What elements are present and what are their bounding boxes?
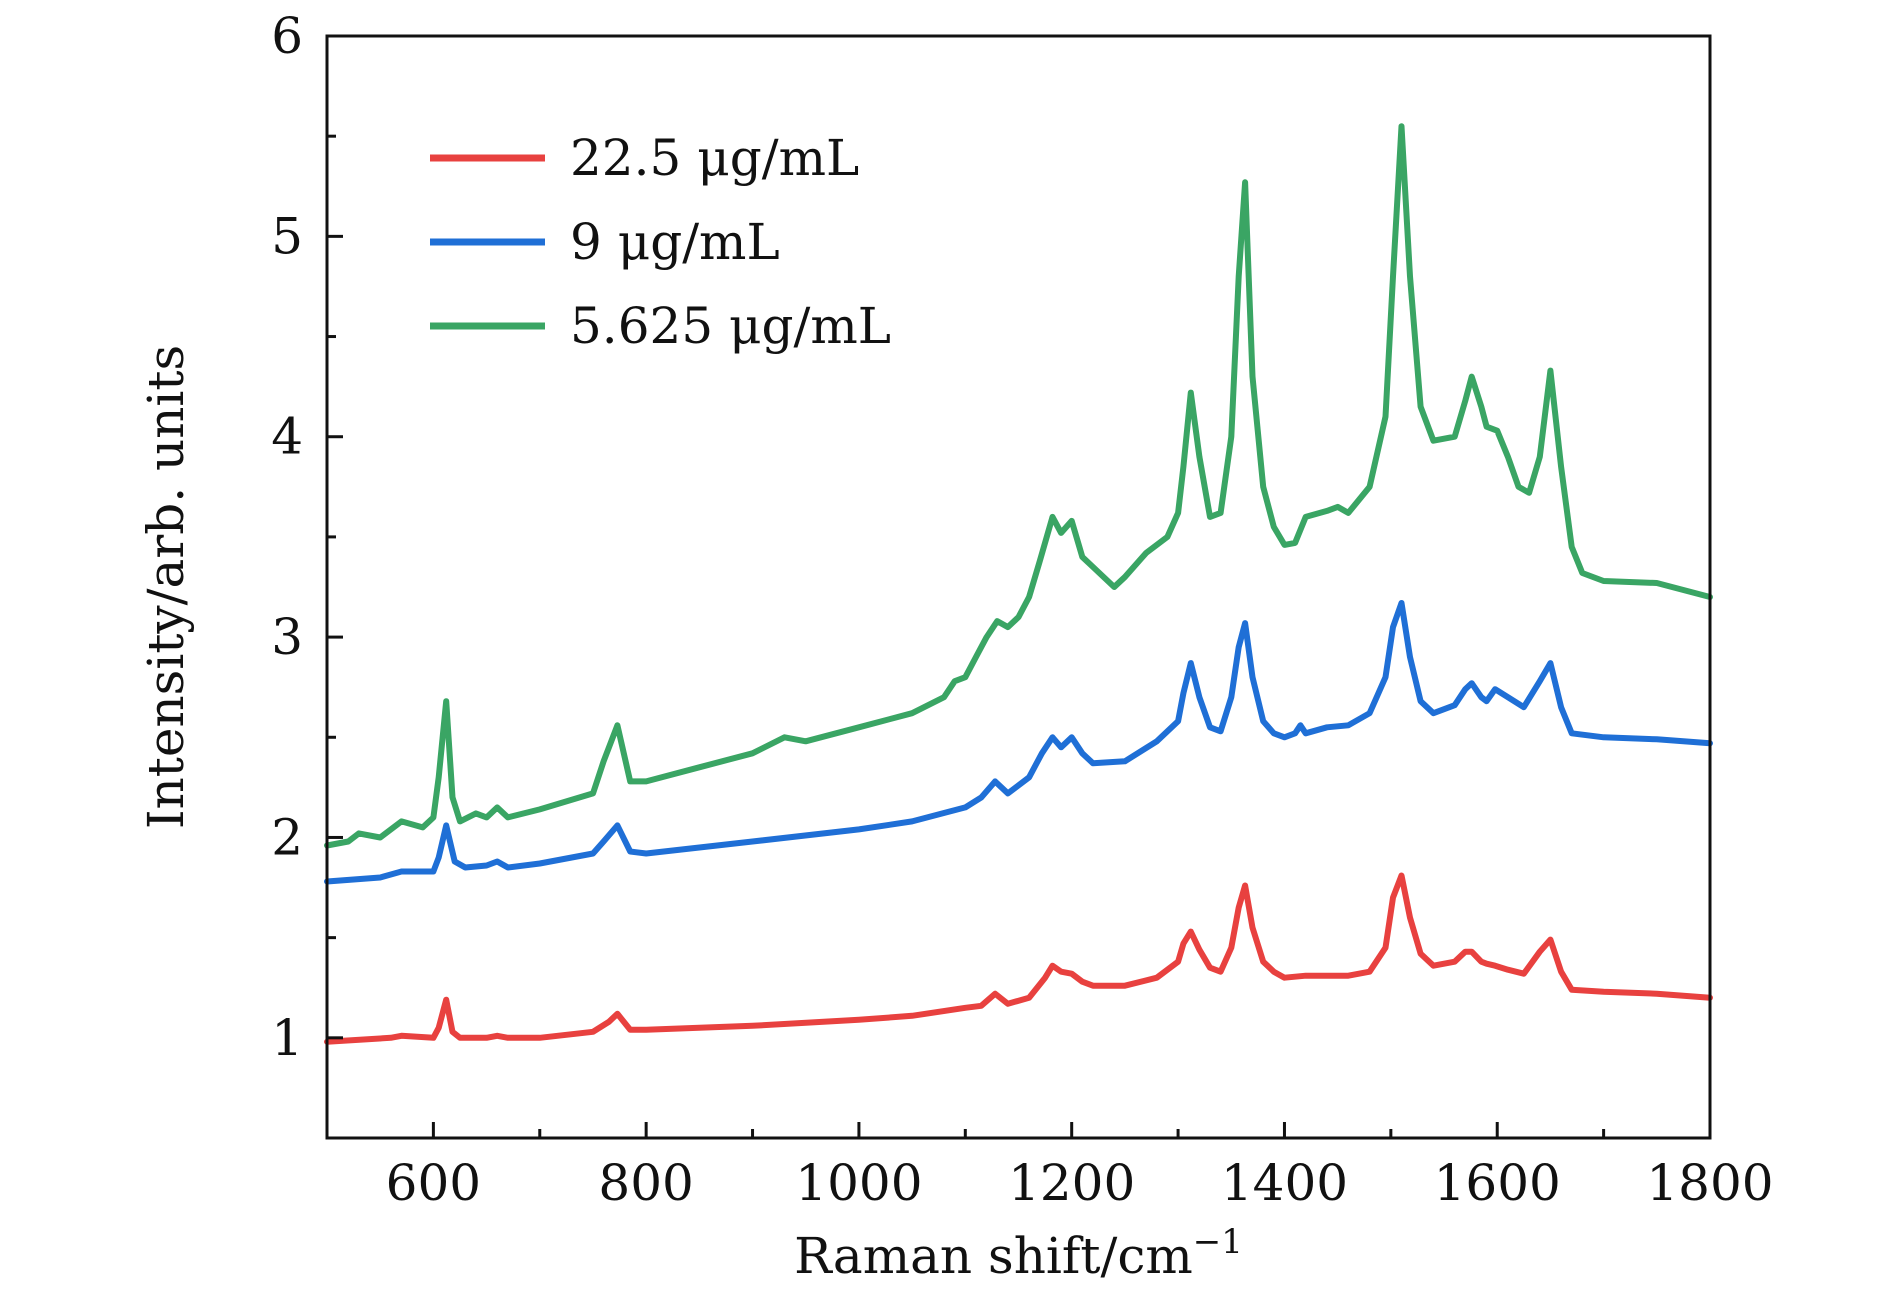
legend-label-1: 22.5 μg/mL (570, 129, 859, 187)
x-tick-label: 800 (598, 1154, 693, 1212)
tick-layer: 600 800 1000 1200 1400 1600 1800 1 2 3 4 5 6 (271, 7, 1773, 1212)
series-line-3 (324, 123, 1713, 849)
x-tick-label: 1400 (1221, 1154, 1348, 1212)
x-tick-label: 1800 (1646, 1154, 1773, 1212)
series-line-2 (324, 600, 1713, 885)
x-tick-label: 600 (386, 1154, 481, 1212)
y-tick-label: 3 (271, 608, 303, 666)
legend-label-2: 9 μg/mL (570, 213, 780, 271)
series-line-1 (324, 872, 1713, 1045)
x-tick-label: 1000 (795, 1154, 922, 1212)
y-tick-label: 4 (271, 408, 303, 466)
x-axis-title-superscript: −1 (1193, 1222, 1243, 1262)
series-layer (324, 123, 1713, 1045)
y-axis-title: Intensity/arb. units (137, 345, 195, 829)
y-tick-label: 6 (271, 7, 303, 65)
x-tick-label: 1600 (1434, 1154, 1561, 1212)
x-axis-title-main: Raman shift/cm (794, 1227, 1193, 1285)
legend: 22.5 μg/mL 9 μg/mL 5.625 μg/mL (430, 129, 891, 355)
x-tick-label: 1200 (1008, 1154, 1135, 1212)
x-axis-title: Raman shift/cm−1 (794, 1222, 1243, 1285)
plot-frame (325, 34, 1712, 1140)
y-tick-label: 1 (271, 1009, 303, 1067)
y-tick-label: 2 (271, 808, 303, 866)
legend-label-3: 5.625 μg/mL (570, 297, 891, 355)
y-tick-label: 5 (271, 207, 303, 265)
